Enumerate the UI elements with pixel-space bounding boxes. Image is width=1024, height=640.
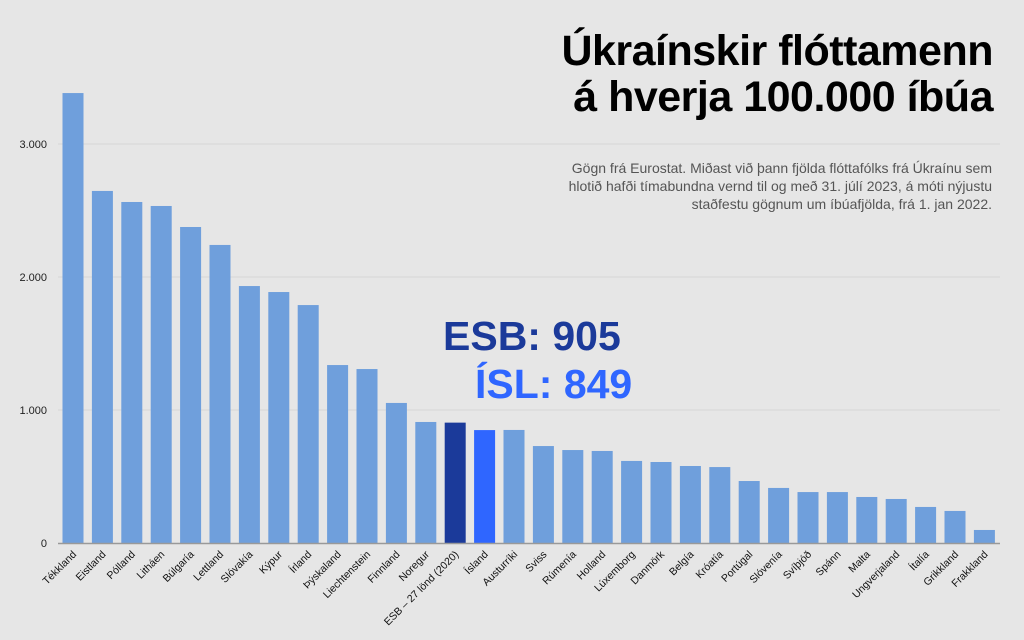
bar	[356, 369, 378, 543]
bar	[385, 402, 407, 543]
x-tick-label: Írland	[287, 548, 315, 576]
bar	[150, 205, 172, 543]
x-tick-label: Sviss	[523, 549, 549, 575]
x-tick-label: Ítalía	[906, 548, 931, 573]
chart-subtitle: Gögn frá Eurostat. Miðast við þann fjöld…	[568, 160, 992, 212]
bar	[709, 467, 731, 543]
x-tick-label: Kýpur	[257, 548, 285, 576]
bar	[915, 506, 937, 543]
bar	[415, 421, 437, 543]
annotation-esb: ESB: 905	[443, 313, 621, 359]
x-tick-label: Spánn	[814, 549, 844, 579]
bar	[591, 450, 613, 543]
bar	[797, 492, 819, 543]
bar	[444, 422, 466, 543]
x-tick-label: Eistland	[74, 549, 109, 584]
title-line-1: Úkraínskir flóttamenn	[561, 27, 993, 75]
bar	[532, 446, 554, 543]
bar	[973, 529, 995, 543]
bar	[91, 190, 113, 543]
y-tick-label: 2.000	[19, 272, 47, 284]
bar	[562, 450, 584, 543]
bar	[121, 201, 143, 543]
bar	[826, 492, 848, 543]
bar	[856, 496, 878, 543]
y-tick-label: 0	[41, 538, 47, 550]
x-tick-label: Slóvenía	[747, 549, 784, 586]
bar	[768, 487, 790, 543]
bar	[327, 365, 349, 543]
bar	[268, 292, 290, 543]
y-tick-label: 3.000	[19, 139, 47, 151]
bar	[503, 429, 525, 543]
annotation-isl: ÍSL: 849	[475, 361, 633, 407]
bar	[679, 465, 701, 543]
bar	[944, 510, 966, 543]
bar	[62, 93, 84, 543]
bar	[238, 286, 260, 543]
bar	[209, 244, 231, 543]
bar	[180, 226, 202, 543]
bar	[738, 481, 760, 543]
x-tick-label: Malta	[846, 549, 873, 576]
bar	[297, 305, 319, 543]
bar	[474, 430, 496, 543]
title-line-2: á hverja 100.000 íbúa	[573, 73, 993, 121]
chart-title: Úkraínskir flóttamenn á hverja 100.000 í…	[561, 28, 993, 120]
x-tick-label: Tékkland	[41, 549, 80, 588]
x-tick-label: Slóvakía	[219, 549, 256, 586]
y-tick-label: 1.000	[19, 405, 47, 417]
x-tick-label: Búlgaría	[161, 549, 197, 585]
x-tick-label: Belgía	[667, 549, 697, 579]
bar	[885, 498, 907, 543]
x-tick-label: Pólland	[105, 549, 138, 582]
x-tick-label: Svíþjóð	[781, 549, 814, 582]
bar	[621, 460, 643, 543]
x-tick-label: Finnland	[366, 549, 403, 586]
bar	[650, 462, 672, 543]
